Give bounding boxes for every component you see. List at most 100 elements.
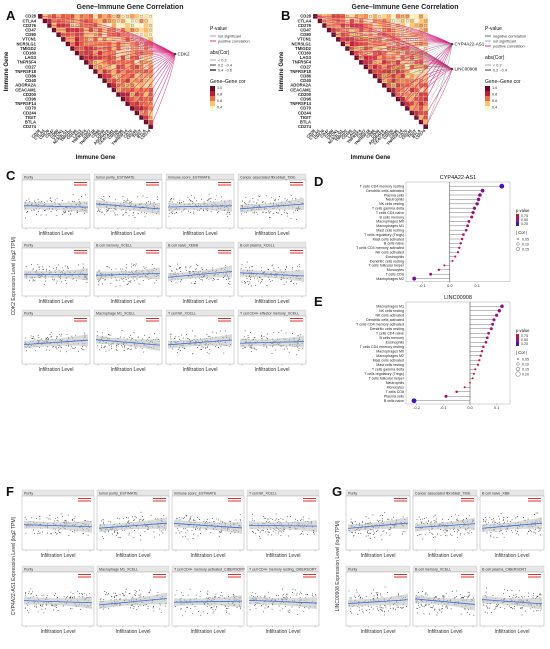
scatter-point [376,519,378,521]
scatter-point [116,346,118,348]
heatmap-cell-marker [140,74,143,78]
scatter-point [140,593,142,595]
scatter-point [278,605,280,607]
stats-annotation [303,576,316,578]
scatter-point [189,199,191,201]
scatter-point [37,611,39,613]
scatter-point [24,607,26,609]
facet-header-label: Purity [348,491,357,495]
scatter-point [245,347,247,349]
scatter-point [39,518,41,520]
heatmap-row-label: CD86 [25,73,36,78]
lollipop-category-label: B cells memory [379,215,404,219]
scatter-point [62,269,64,271]
heatmap-cell [88,13,94,19]
scatter-point [31,517,33,519]
scatter-point [70,591,72,593]
legend-pvalue-swatch [516,222,519,226]
legend-abs-item: 0.2 - 0.4 [218,64,232,68]
scatter-point [97,208,99,210]
heatmap-cell-marker [140,79,143,82]
legend-abs-title: abs(Cor) [210,50,230,56]
scatter-point [162,529,164,531]
scatter-point [229,280,231,282]
correlation-link [333,30,453,45]
scatter-point [380,534,382,536]
trend-line [167,271,233,278]
scatter-point [133,606,135,607]
scatter-point [133,519,135,521]
heatmap-cell [395,23,401,28]
scatter-point [264,607,266,609]
scatter-point [265,517,266,519]
scatter-point [150,201,151,203]
stats-annotation [461,498,474,499]
scatter-point [254,348,256,350]
scatter-point [119,598,121,600]
correlation-link [384,67,453,86]
scatter-point [283,348,285,350]
scatter-point [52,278,54,280]
heatmap-cell-marker [117,19,120,23]
facet-x-axis-title: Infiltration Level [427,553,462,559]
scatter-point [358,609,360,611]
scatter-point [132,607,134,609]
heatmap-cell [125,18,131,24]
scatter-point [133,264,134,266]
scatter-point [174,337,176,339]
scatter-point [144,604,146,606]
scatter-point [122,593,123,594]
stats-annotation [290,320,303,322]
facet-x-axis-title: Infiltration Level [40,553,75,559]
heatmap-cell-marker [406,15,409,18]
scatter-point [150,589,152,591]
target-gene-label: LINC00908 [455,67,478,72]
scatter-point [503,522,505,524]
scatter-point [290,516,292,518]
scatter-point [55,532,57,534]
scatter-point [392,607,394,609]
trend-band [174,595,242,608]
scatter-point [58,269,60,271]
scatter-point [159,604,161,606]
scatter-point [136,278,138,280]
scatter-point [55,346,57,348]
scatter-point [145,266,147,268]
scatter-point [380,608,382,610]
scatter-point [101,332,103,334]
scatter-point [253,211,255,213]
heatmap-cell-marker [71,19,74,23]
scatter-point [278,519,280,520]
scatter-point [239,513,241,515]
heatmap-cell-marker [75,24,79,27]
heatmap-cell [409,18,415,24]
scatter-point [396,605,398,607]
scatter-point [278,528,280,530]
heatmap-cell [111,64,117,70]
scatter-point [73,520,75,522]
scatter-point [388,518,390,520]
scatter-point [105,208,107,210]
facet-x-axis-title: Infiltration Level [254,231,289,237]
heatmap-cell [423,23,429,28]
scatter-point [425,517,427,519]
heatmap-cell [134,27,140,33]
scatter-point [61,281,62,283]
facet-header-label: Purity [24,491,33,495]
heatmap-row-label: LAG3 [300,55,312,60]
scatter-point [168,200,170,202]
scatter-point [417,535,419,536]
scatter-point [436,518,437,520]
scatter-point [245,196,247,198]
scatter-point [416,519,418,521]
lollipop-category-label: NK cells activated [375,314,404,318]
scatter-point [60,532,62,534]
scatter-point [361,522,363,524]
heatmap-cell-marker [383,79,386,82]
scatter-point [496,537,498,538]
heatmap-cell [414,13,419,19]
scatter-point [53,595,55,596]
correlation-link [379,65,453,81]
scatter-point [135,265,137,267]
